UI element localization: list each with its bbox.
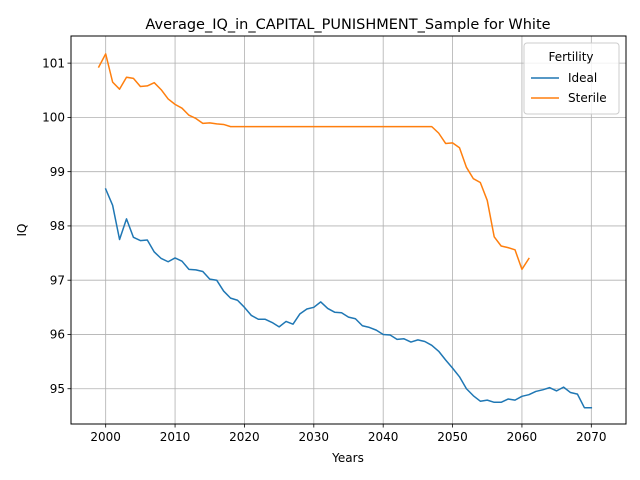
x-tick-label: 2060: [507, 430, 538, 444]
legend-box: [523, 42, 620, 115]
x-tick-label: 2020: [229, 430, 260, 444]
legend-label-sterile: Sterile: [568, 91, 607, 105]
y-tick-label: 101: [42, 56, 65, 70]
y-tick-label: 97: [50, 273, 65, 287]
x-tick-label: 2050: [437, 430, 468, 444]
series-line-ideal: [104, 188, 593, 409]
x-tick-label: 2030: [299, 430, 330, 444]
series-line-sterile: [97, 53, 530, 271]
x-tick-label: 2040: [368, 430, 399, 444]
plot-frame: [70, 35, 627, 425]
x-tick-label: 2000: [90, 430, 121, 444]
legend: Fertility Ideal Sterile: [523, 42, 620, 115]
legend-label-ideal: Ideal: [568, 71, 597, 85]
y-tick-label: 100: [42, 111, 65, 125]
series-layer: [97, 53, 593, 409]
y-axis-label: IQ: [15, 224, 29, 237]
y-tick-label: 95: [50, 382, 65, 396]
x-tick-label: 2010: [160, 430, 191, 444]
y-tick-label: 99: [50, 165, 65, 179]
x-axis-label: Years: [331, 451, 364, 465]
legend-title: Fertility: [548, 50, 593, 64]
x-tick-label: 2070: [576, 430, 607, 444]
chart-title: Average_IQ_in_CAPITAL_PUNISHMENT_Sample …: [145, 17, 550, 33]
ticks: 2000 2010 2020 2030 2040 2050 2060 2070 95 96 97 98…: [42, 56, 606, 444]
y-tick-label: 98: [50, 219, 65, 233]
y-tick-label: 96: [50, 328, 65, 342]
